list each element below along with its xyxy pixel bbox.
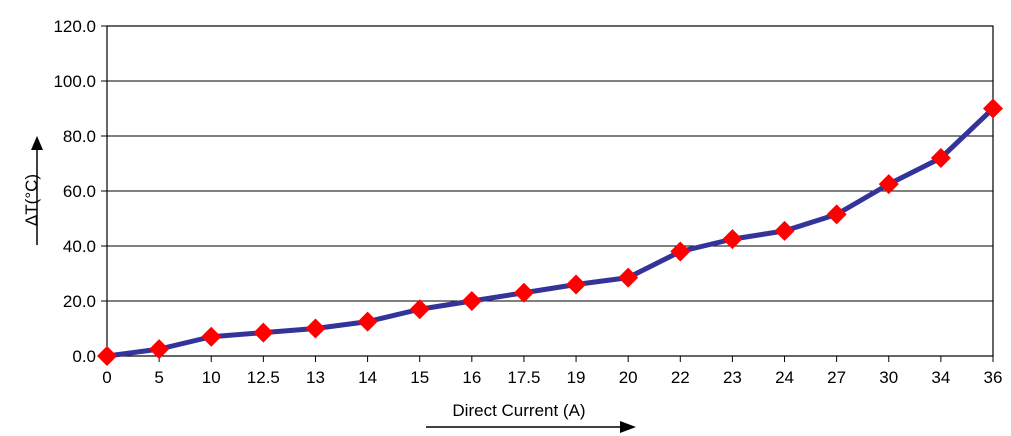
data-point xyxy=(878,174,899,195)
x-tick-label: 12.5 xyxy=(247,368,280,387)
data-point xyxy=(357,311,378,332)
data-point xyxy=(826,204,847,225)
data-markers xyxy=(97,98,1003,366)
x-tick-label: 22 xyxy=(671,368,690,387)
x-axis-arrow xyxy=(426,421,636,433)
y-axis-title: ΔT(°C) xyxy=(22,174,41,226)
data-point xyxy=(566,274,587,295)
x-tick-label: 0 xyxy=(102,368,111,387)
data-point xyxy=(930,148,951,168)
y-tick-label: 120.0 xyxy=(53,17,96,36)
data-point xyxy=(253,322,274,343)
data-point xyxy=(774,220,795,241)
x-tick-label: 13 xyxy=(306,368,325,387)
y-tick-label: 80.0 xyxy=(63,127,96,146)
data-point xyxy=(305,318,326,339)
data-point xyxy=(201,326,222,347)
x-tick-label: 23 xyxy=(723,368,742,387)
x-tick-label: 16 xyxy=(462,368,481,387)
data-point xyxy=(983,98,1003,119)
data-point xyxy=(670,241,691,262)
data-point xyxy=(409,299,430,320)
data-point xyxy=(722,229,743,250)
y-axis-ticks: 0.0 20.0 40.0 60.0 80.0 100.0 120.0 xyxy=(53,17,107,366)
y-tick-label: 100.0 xyxy=(53,72,96,91)
x-tick-label: 36 xyxy=(984,368,1003,387)
x-tick-label: 20 xyxy=(619,368,638,387)
data-point xyxy=(149,339,170,360)
y-axis-arrow xyxy=(31,136,43,245)
data-point xyxy=(618,267,639,288)
x-tick-label: 34 xyxy=(931,368,950,387)
x-tick-label: 19 xyxy=(567,368,586,387)
x-tick-label: 14 xyxy=(358,368,377,387)
x-tick-label: 5 xyxy=(154,368,163,387)
x-tick-label: 10 xyxy=(202,368,221,387)
y-tick-label: 40.0 xyxy=(63,237,96,256)
gridlines xyxy=(107,25,993,357)
x-tick-label: 30 xyxy=(879,368,898,387)
x-axis-ticks: 0 5 10 12.5 13 14 15 16 17.5 19 20 22 23 24 27 30 34 36 xyxy=(102,356,1002,387)
x-tick-label: 17.5 xyxy=(507,368,540,387)
data-point xyxy=(97,346,117,366)
data-point xyxy=(461,291,482,311)
x-tick-label: 24 xyxy=(775,368,794,387)
data-point xyxy=(513,282,534,303)
y-tick-label: 20.0 xyxy=(63,292,96,311)
y-tick-label: 60.0 xyxy=(63,182,96,201)
x-tick-label: 27 xyxy=(827,368,846,387)
x-axis-title: Direct Current (A) xyxy=(452,401,585,420)
series-line xyxy=(104,106,996,359)
x-tick-label: 15 xyxy=(410,368,429,387)
y-tick-label: 0.0 xyxy=(72,347,96,366)
